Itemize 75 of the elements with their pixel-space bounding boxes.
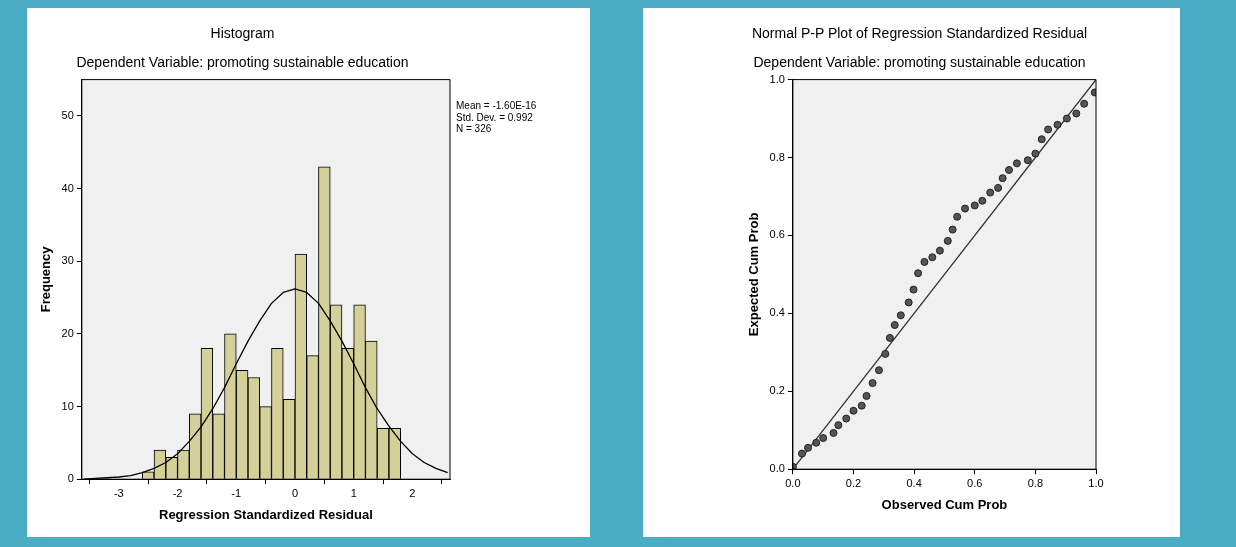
y-tick-label: 0.6 [769,228,785,241]
point [812,438,821,447]
point [986,188,995,197]
x-tick-label: -1 [231,486,242,499]
point [904,298,913,307]
point [890,321,899,330]
y-tick-label: 30 [61,254,74,267]
y-tick-label: 1.0 [769,72,785,85]
point [1062,114,1071,123]
point [862,391,871,400]
text: N = 326 [456,123,492,135]
point [849,406,858,415]
point [896,311,905,320]
y-tick-label: 10 [61,399,74,412]
point [1031,149,1040,158]
y-tick-label: 0.0 [769,462,785,475]
x-tick-label: 0.0 [785,476,801,489]
chart-subtitle: Dependent Variable: promoting sustainable education [76,54,409,71]
point [978,196,987,205]
y-tick-label: 40 [61,181,74,194]
point [1044,125,1053,134]
y-tick-label: 50 [61,108,74,121]
point [1005,165,1014,174]
point [797,449,806,458]
x-tick-label: 0 [291,486,299,499]
point [857,401,866,410]
x-tick-label: 1 [350,486,357,499]
point [1012,159,1021,168]
x-tick-label: -3 [113,486,124,499]
text: Std. Dev. = 0.992 [456,111,534,123]
point [914,269,923,278]
point [953,212,962,221]
x-tick-label: 2 [409,486,416,499]
x-tick-label: 0.2 [845,476,862,489]
y-axis-title: Frequency [38,245,54,313]
point [920,257,929,266]
point [1053,120,1062,129]
point [842,414,851,423]
chart-title: Normal P-P Plot of Regression Standardized Residual [751,25,1088,42]
point [874,366,883,375]
point [804,443,813,452]
point [1072,109,1081,118]
point [881,349,890,358]
x-tick-label: 0.6 [967,476,983,489]
point [909,285,918,294]
x-axis-title: Observed Cum Prob [881,496,1008,512]
point [935,246,944,255]
x-tick-label: 0.8 [1027,476,1044,489]
point [885,333,894,342]
y-axis-title: Expected Cum Prob [746,212,762,337]
chart-subtitle: Dependent Variable: promoting sustainable education [753,54,1086,71]
point [928,253,937,262]
y-tick-label: 20 [61,326,74,339]
point [819,434,828,443]
text: Mean = -1.60E-16 [456,100,537,112]
point [829,428,838,437]
y-tick-label: 0.4 [769,306,785,319]
x-tick-label: 1.0 [1088,476,1104,489]
point [948,225,957,234]
point [1023,156,1032,165]
chart-title: Histogram [210,25,275,42]
point [1037,135,1046,144]
point [994,183,1003,192]
x-axis-title: Regression Standardized Residual [159,506,373,522]
y-tick-label: 0.2 [769,384,785,397]
x-tick-label: 0.4 [906,476,922,489]
point [1080,99,1089,108]
point [943,236,952,245]
point [998,174,1007,183]
y-tick-label: 0.8 [769,150,785,163]
x-tick-label: -2 [172,486,183,499]
point [961,204,970,213]
point [970,201,979,210]
point [868,379,877,388]
point [834,421,843,430]
